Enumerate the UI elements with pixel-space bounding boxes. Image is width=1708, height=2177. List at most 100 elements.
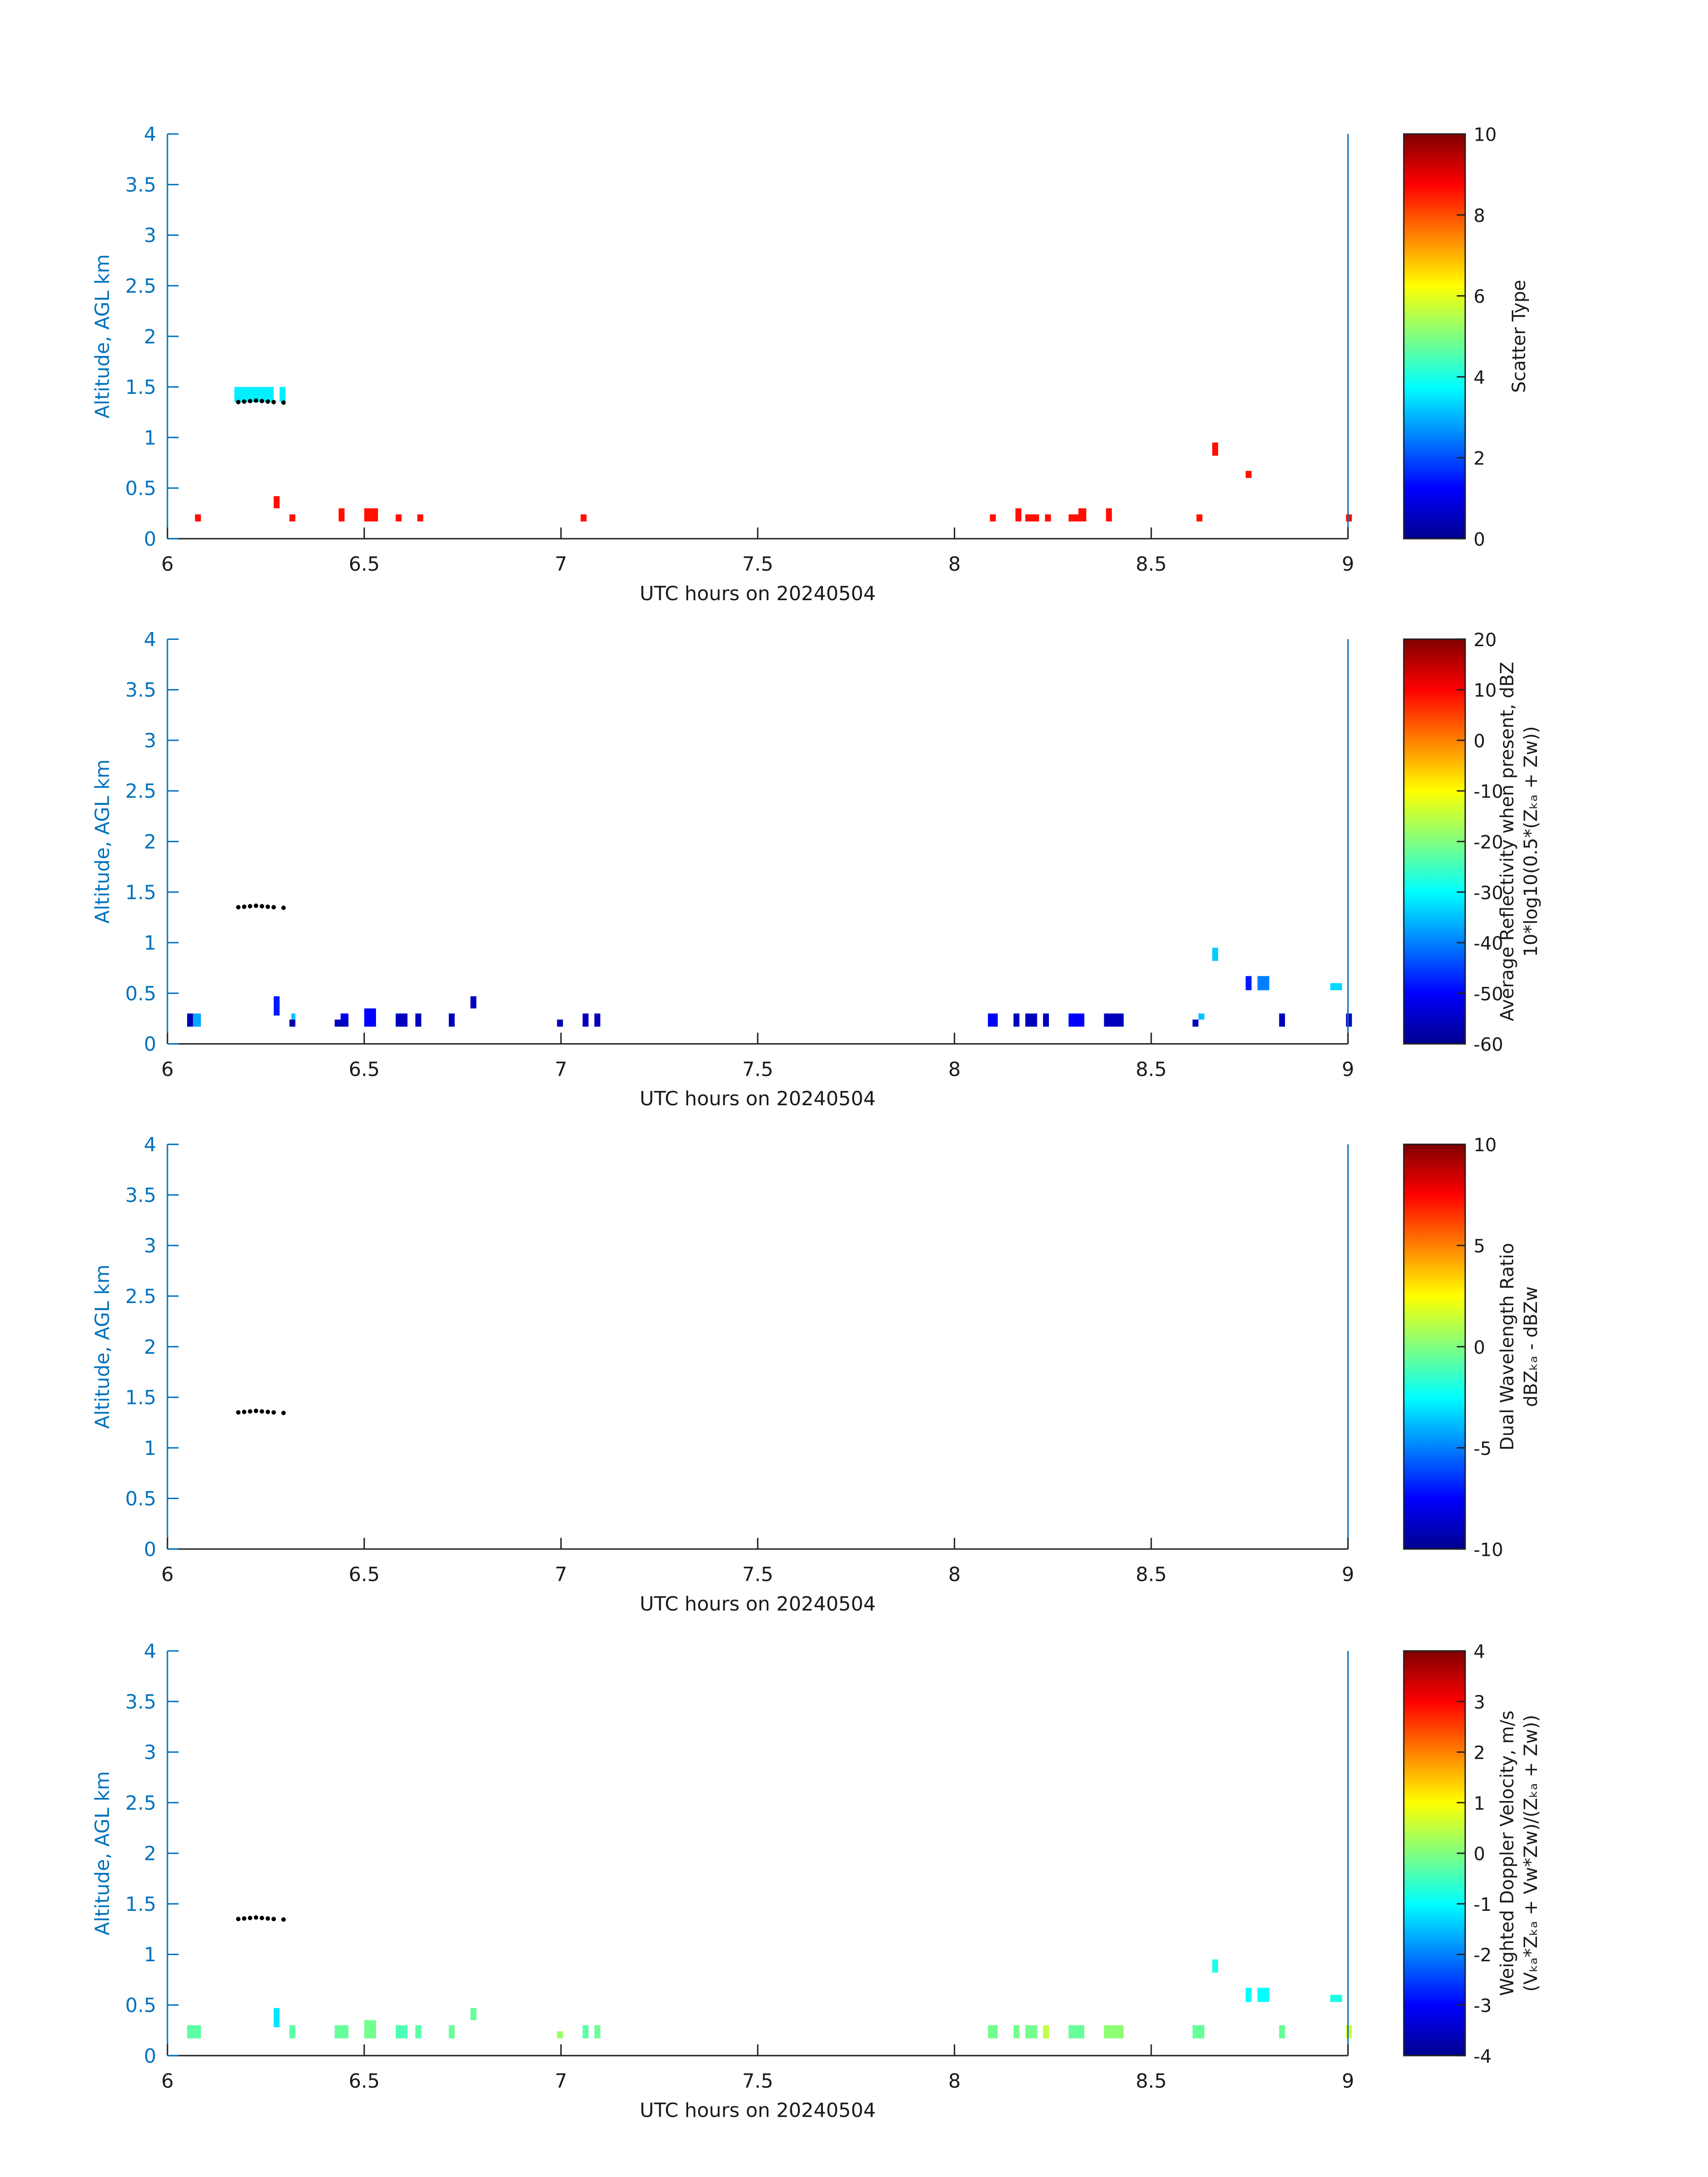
marker-dot	[281, 1411, 286, 1416]
heatmap-cell	[1245, 471, 1252, 478]
colorbar-tick-label: 2	[1474, 448, 1485, 469]
y-tick-label: 1	[144, 1437, 156, 1460]
x-tick-label: 9	[1342, 2070, 1354, 2093]
colorbar-tick-label: -4	[1474, 2046, 1492, 2067]
y-axis-label: Altitude, AGL km	[91, 759, 114, 923]
colorbar-tick-label: 5	[1474, 1236, 1485, 1257]
marker-dot	[271, 1410, 276, 1415]
y-tick-label: 2.5	[125, 1285, 156, 1308]
marker-dot	[259, 904, 264, 909]
heatmap-cell	[1279, 1013, 1285, 1027]
heatmap-cell	[1257, 1988, 1270, 2002]
x-tick-label: 7.5	[742, 2070, 773, 2093]
marker-dot	[259, 399, 264, 404]
heatmap-cell	[187, 2025, 201, 2039]
colorbar-tick-label: -2	[1474, 1944, 1492, 1966]
heatmap-cell	[594, 1013, 601, 1027]
y-tick-label: 3	[144, 729, 156, 752]
marker-dot	[281, 1917, 286, 1922]
x-axis-label: UTC hours on 20240504	[640, 2099, 876, 2122]
heatmap-cell	[1015, 508, 1022, 522]
x-tick-label: 8	[948, 1058, 961, 1081]
marker-dot	[242, 1916, 246, 1921]
colorbar-tick-label: 6	[1474, 286, 1485, 307]
colorbar-tick-label: -3	[1474, 1995, 1492, 2016]
heatmap-cell	[396, 2025, 408, 2039]
heatmap-cell	[1212, 443, 1218, 456]
marker-dot	[265, 1916, 270, 1921]
y-tick-label: 1.5	[125, 881, 156, 904]
y-tick-label: 1	[144, 932, 156, 955]
colorbar-tick-label: 2	[1474, 1742, 1485, 1763]
heatmap-cell	[449, 1013, 455, 1027]
y-tick-label: 2	[144, 1843, 156, 1865]
heatmap-cell	[988, 1013, 998, 1027]
chart-panel-1: 6 6.5 7 7.5 8 8.5 9 0 0.5 1 1.5 2 2.5 3 3.5 4 UTC hours …	[91, 123, 1530, 605]
heatmap-cell	[1245, 1988, 1252, 2002]
x-tick-label: 8.5	[1136, 553, 1167, 576]
x-tick-label: 7	[555, 1563, 567, 1586]
marker-dot	[259, 1916, 264, 1920]
colorbar-tick-label: 8	[1474, 205, 1485, 226]
heatmap-cell	[1192, 1020, 1199, 1027]
colorbar-label: Scatter Type	[1508, 280, 1530, 393]
y-tick-label: 2	[144, 326, 156, 348]
y-tick-label: 2.5	[125, 780, 156, 803]
heatmap-cell	[449, 2025, 455, 2039]
x-tick-label: 7	[555, 1058, 567, 1081]
heatmap-cell	[273, 496, 280, 509]
marker-dot	[265, 904, 270, 909]
heatmap-cell	[470, 2008, 476, 2020]
colorbar-label: dBZₖₐ - dBZᴡ	[1520, 1287, 1541, 1407]
heatmap-cell	[580, 514, 587, 522]
x-tick-label: 6	[161, 553, 174, 576]
heatmap-cell	[1212, 1959, 1218, 1973]
marker-dot	[248, 904, 253, 909]
x-tick-label: 8	[948, 553, 961, 576]
colorbar-label: Dual Wavelength Ratio	[1496, 1243, 1518, 1450]
heatmap-cell	[364, 508, 378, 522]
heatmap-cell	[273, 996, 280, 1016]
x-axis-label: UTC hours on 20240504	[640, 1087, 876, 1110]
marker-dot	[242, 904, 246, 909]
heatmap-cell	[1346, 2025, 1352, 2039]
x-tick-label: 6	[161, 1563, 174, 1586]
marker-dot	[236, 905, 241, 910]
y-tick-label: 0.5	[125, 982, 156, 1005]
colorbar-tick-label: -60	[1474, 1034, 1503, 1055]
marker-dot	[236, 400, 241, 405]
marker-dot	[271, 1917, 276, 1922]
marker-dot	[248, 1916, 253, 1920]
y-tick-label: 1.5	[125, 1387, 156, 1409]
x-tick-label: 9	[1342, 1058, 1354, 1081]
heatmap-cell	[280, 387, 286, 402]
heatmap-cell	[1257, 976, 1270, 990]
colorbar	[1403, 1143, 1466, 1550]
heatmap-cell	[187, 1013, 193, 1027]
colorbar-tick-label: 4	[1474, 1641, 1485, 1663]
heatmap-cell	[334, 2025, 349, 2039]
x-tick-label: 8.5	[1136, 1058, 1167, 1081]
colorbar-tick-label: -20	[1474, 832, 1503, 853]
marker-dot	[254, 903, 259, 908]
heatmap-cell	[1045, 514, 1051, 522]
heatmap-cell	[289, 2025, 296, 2039]
x-tick-label: 7	[555, 553, 567, 576]
colorbar-tick-label: 0	[1474, 529, 1485, 550]
colorbar-label: Weighted Doppler Velocity, m/s	[1496, 1710, 1518, 1996]
x-tick-label: 7	[555, 2070, 567, 2093]
heatmap-cell	[1198, 1013, 1205, 1020]
y-tick-label: 3	[144, 1235, 156, 1258]
heatmap-cell	[988, 2025, 998, 2039]
y-tick-label: 0.5	[125, 1488, 156, 1510]
heatmap-cell	[1043, 2025, 1049, 2039]
heatmap-cell	[594, 2025, 601, 2039]
heatmap-cell	[1069, 2025, 1085, 2039]
y-tick-label: 0.5	[125, 1994, 156, 2017]
colorbar-label: (Vₖₐ*Zₖₐ + Vᴡ*Zᴡ)/(Zₖₐ + Zᴡ))	[1520, 1715, 1541, 1992]
colorbar-tick-label: -40	[1474, 933, 1503, 954]
y-axis-label: Altitude, AGL km	[91, 1265, 114, 1429]
x-tick-label: 6.5	[349, 553, 380, 576]
colorbar-tick-label: 3	[1474, 1692, 1485, 1713]
